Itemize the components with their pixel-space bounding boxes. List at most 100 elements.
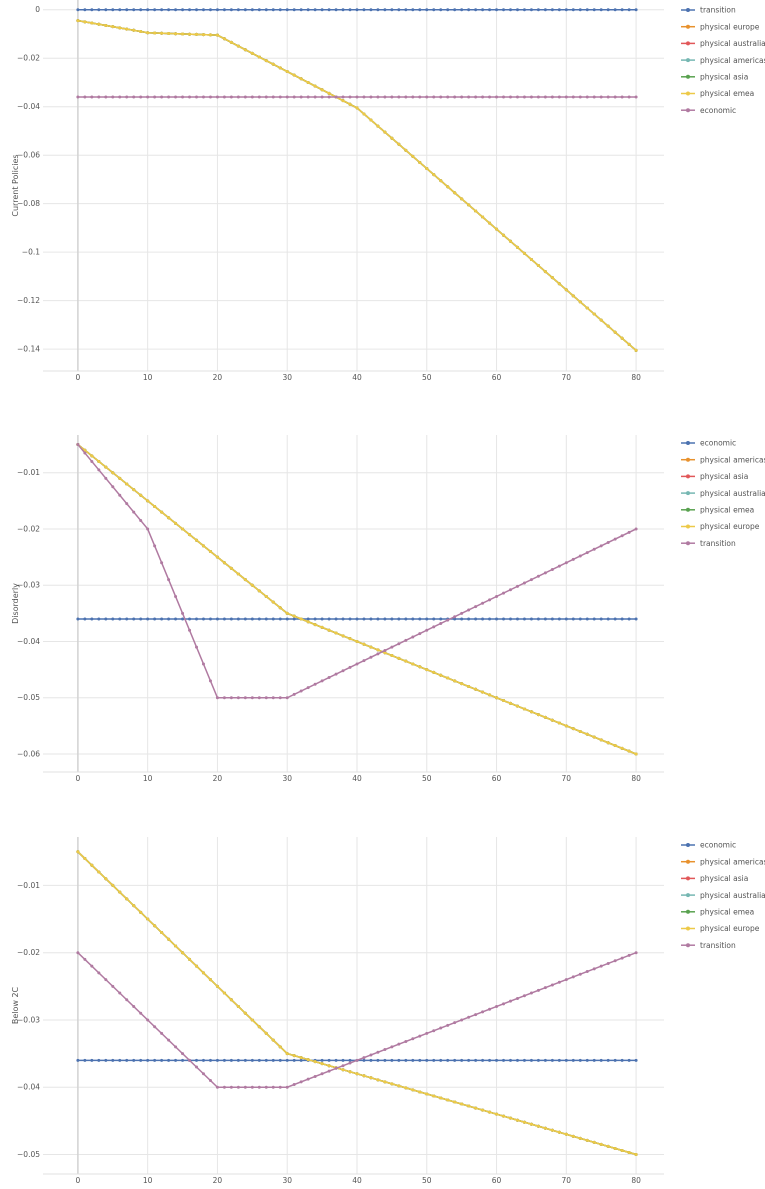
data-point [139,30,143,34]
legend[interactable]: transition physical europe physical austra… [681,6,765,115]
data-point [195,32,199,36]
legend-swatch-marker [686,8,690,12]
legend-item[interactable]: physical australia [681,39,765,48]
data-point [467,1058,471,1062]
legend-label: physical europe [700,924,760,933]
legend-item[interactable]: transition [681,539,736,548]
data-point [404,148,408,152]
data-point [341,1068,345,1072]
legend-item[interactable]: physical emea [681,89,754,98]
data-point [355,617,359,621]
series-physical-europe [76,443,638,756]
legend-item[interactable]: physical asia [681,73,748,82]
legend-swatch-marker [686,876,690,881]
data-point [208,1058,212,1062]
legend-item[interactable]: physical europe [681,924,760,933]
data-point [502,1058,506,1062]
data-point [369,617,373,621]
data-point [146,499,150,503]
data-point [383,1080,387,1084]
data-point [292,95,296,99]
legend-label: physical australia [700,39,765,48]
data-point [327,617,331,621]
data-point [146,617,150,621]
data-point [181,1052,185,1056]
data-point [453,1058,457,1062]
data-point [167,937,171,941]
legend-item[interactable]: physical americas [681,857,765,866]
data-point [418,617,422,621]
data-point [425,617,429,621]
legend-item[interactable]: economic [681,841,736,850]
legend-item[interactable]: physical emea [681,908,754,917]
data-point [313,1060,317,1064]
data-point [411,8,415,12]
data-point [278,1085,282,1089]
data-point [592,617,596,621]
data-point [320,679,324,683]
data-point [446,618,450,622]
data-point [362,8,366,12]
data-point [257,1085,261,1089]
data-point [397,1058,401,1062]
legend-item[interactable]: physical americas [681,455,765,464]
data-point [167,95,171,99]
data-point [97,95,101,99]
data-point [313,95,317,99]
data-point [495,1005,499,1009]
data-point [139,910,143,914]
data-point [369,645,373,649]
legend-item[interactable]: transition [681,6,736,15]
data-point [264,8,268,12]
data-point [292,1083,296,1087]
data-point [634,617,638,621]
y-tick-label: 0 [35,5,40,14]
data-point [481,1108,485,1112]
data-point [320,1062,324,1066]
legend-item[interactable]: physical emea [681,506,754,515]
data-point [153,544,157,548]
legend[interactable]: economic physical americas physical asia ph… [681,841,765,950]
data-point [495,617,499,621]
data-point [550,1128,554,1132]
legend-item[interactable]: physical asia [681,874,748,883]
legend[interactable]: economic physical americas physical asia ph… [681,439,765,548]
data-point [320,95,324,99]
data-point [425,8,429,12]
data-point [257,1025,261,1029]
data-point [243,48,247,52]
legend-label: economic [700,439,736,448]
legend-item[interactable]: transition [681,941,736,950]
data-point [418,632,422,636]
data-point [125,8,129,12]
data-point [585,617,589,621]
legend-swatch-marker [686,491,690,496]
data-point [432,8,436,12]
data-point [488,1110,492,1114]
y-tick-label: −0.02 [17,948,40,957]
data-point [90,617,94,621]
x-tick-label: 30 [282,774,292,783]
data-point [118,95,122,99]
data-point [236,1085,240,1089]
data-point [585,732,589,736]
data-point [550,983,554,987]
legend-item[interactable]: physical americas [681,56,765,65]
data-point [571,8,575,12]
data-point [174,521,178,525]
data-point [243,696,247,700]
data-point [125,1058,129,1062]
data-point [299,1056,303,1060]
legend-item[interactable]: physical europe [681,22,760,31]
legend-item[interactable]: physical asia [681,472,748,481]
legend-item[interactable]: physical europe [681,522,760,531]
data-point [355,106,359,110]
y-tick-label: −0.1 [22,248,40,257]
legend-item[interactable]: economic [681,106,736,115]
legend-item[interactable]: physical australia [681,489,765,498]
legend-item[interactable]: physical australia [681,891,765,900]
data-point [481,617,485,621]
data-point [146,917,150,921]
legend-item[interactable]: economic [681,439,736,448]
data-point [181,611,185,615]
